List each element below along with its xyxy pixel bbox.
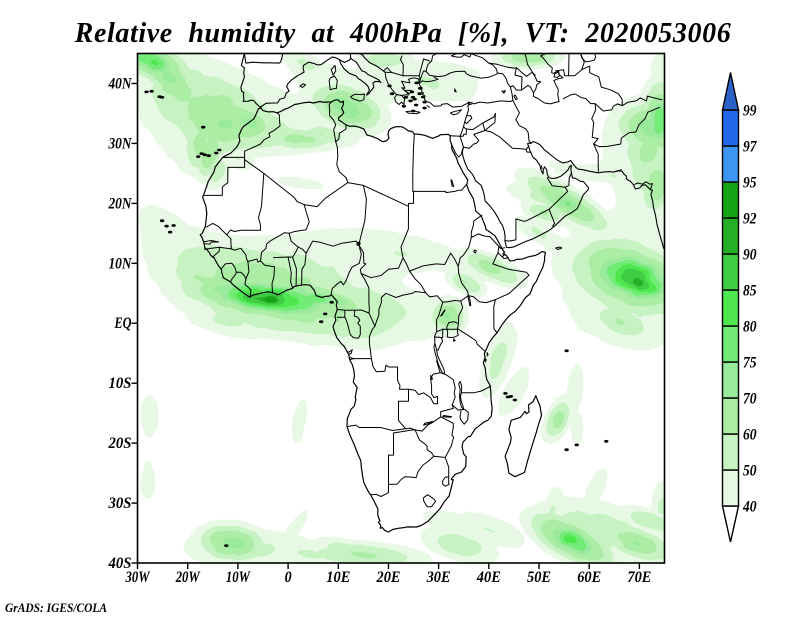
svg-text:40S: 40S [108, 555, 132, 572]
svg-text:30N: 30N [108, 135, 133, 152]
svg-text:10W: 10W [226, 569, 251, 586]
svg-text:40E: 40E [476, 569, 501, 586]
svg-text:92: 92 [743, 211, 757, 228]
svg-text:20W: 20W [175, 569, 201, 586]
svg-text:40: 40 [742, 499, 757, 516]
svg-text:70: 70 [743, 391, 757, 408]
svg-text:30S: 30S [108, 495, 132, 512]
svg-text:80: 80 [743, 319, 757, 336]
svg-text:75: 75 [743, 355, 757, 372]
svg-text:20S: 20S [108, 435, 132, 452]
svg-text:70E: 70E [627, 569, 651, 586]
svg-text:50E: 50E [527, 569, 551, 586]
svg-text:10E: 10E [326, 569, 350, 586]
svg-text:20N: 20N [108, 195, 133, 212]
svg-text:60E: 60E [577, 569, 601, 586]
svg-text:30E: 30E [426, 569, 451, 586]
svg-text:99: 99 [743, 103, 757, 120]
svg-text:30W: 30W [125, 569, 151, 586]
svg-text:20E: 20E [376, 569, 401, 586]
svg-text:GrADS: IGES/COLA: GrADS: IGES/COLA [5, 601, 107, 615]
svg-text:EQ: EQ [114, 315, 132, 332]
svg-text:95: 95 [743, 175, 757, 192]
svg-text:60: 60 [743, 427, 757, 444]
svg-text:Relative humidity at 400hPa [%: Relative humidity at 400hPa [%], VT: 202… [74, 18, 732, 49]
svg-text:90: 90 [743, 247, 757, 264]
svg-text:10N: 10N [109, 255, 133, 272]
svg-text:85: 85 [743, 283, 757, 300]
svg-text:97: 97 [743, 139, 758, 156]
svg-text:10S: 10S [109, 375, 132, 392]
svg-text:50: 50 [743, 463, 757, 480]
svg-text:40N: 40N [108, 76, 133, 93]
svg-text:0: 0 [285, 569, 292, 586]
